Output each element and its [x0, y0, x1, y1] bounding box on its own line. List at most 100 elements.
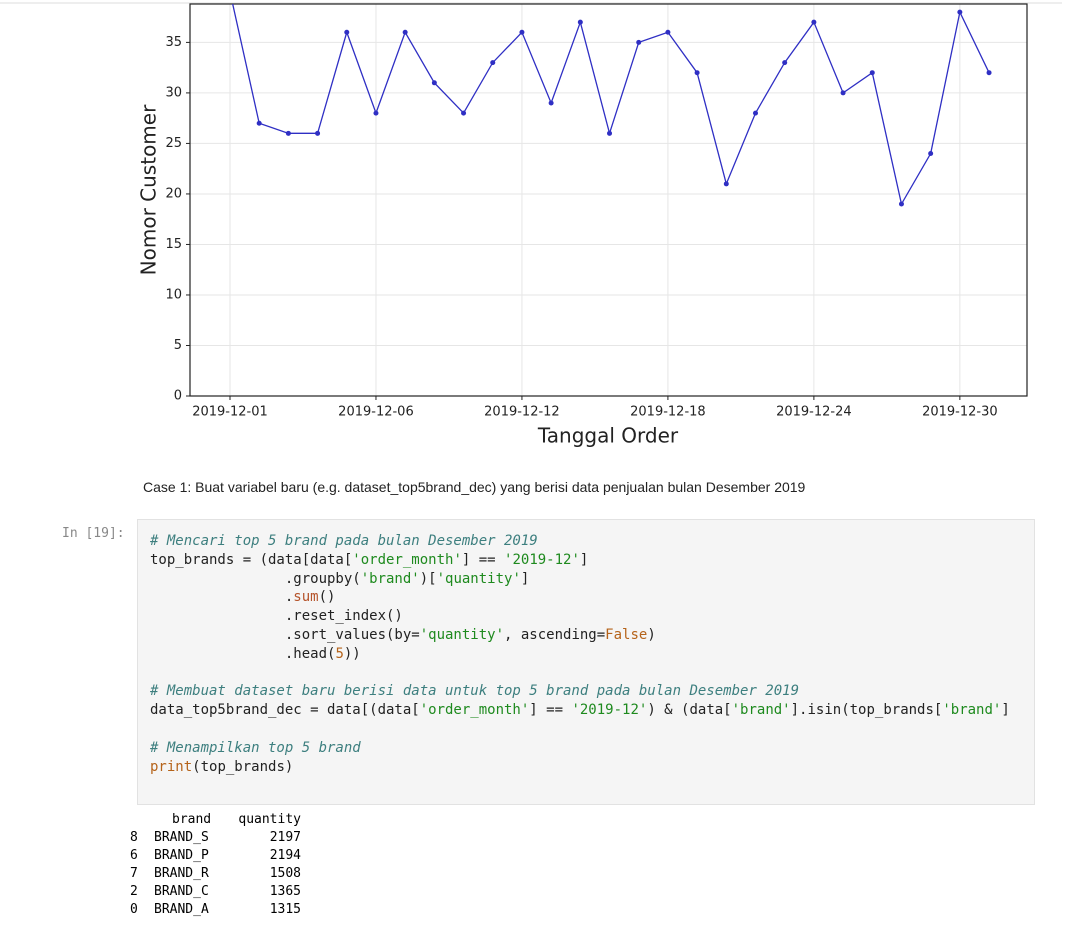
- quantity-cell: 1365: [269, 884, 301, 899]
- data-point: [577, 19, 583, 25]
- code-token: 'quantity': [436, 570, 521, 587]
- code-line: # Mencari top 5 brand pada bulan Desembe…: [150, 532, 1034, 551]
- y-tick-label: 10: [165, 287, 182, 302]
- code-token: print: [150, 758, 193, 775]
- column-header: quantity: [238, 812, 301, 827]
- cell-output: brand quantity 8 BRAND_S 2197 6 BRAND_P 2194 7 BR…: [0, 810, 400, 930]
- code-line: print(top_brands): [150, 758, 1034, 777]
- cell-prompt: In [19]:: [62, 526, 125, 541]
- data-point: [285, 130, 291, 136]
- brand-cell: BRAND_R: [154, 866, 209, 881]
- chart: Nomor Customer Tanggal Order 0 5 10 15 20 25 3…: [0, 2, 1062, 448]
- code-line: .head(5)): [150, 645, 1034, 664]
- y-tick-label: 5: [174, 338, 182, 353]
- data-point: [957, 9, 963, 15]
- code-token: )): [343, 645, 361, 662]
- code-token: # Menampilkan top 5 brand: [150, 739, 361, 756]
- row-index: 6: [130, 848, 138, 863]
- column-header: brand: [172, 812, 212, 827]
- code-line: .groupby('brand')['quantity']: [150, 570, 1034, 589]
- data-point: [898, 201, 904, 207]
- data-point: [694, 70, 700, 76]
- data-point: [723, 181, 729, 187]
- markdown-text: Case 1: Buat variabel baru (e.g. dataset…: [143, 479, 806, 495]
- data-point: [752, 110, 758, 116]
- code-token: .sort_values(by=: [150, 626, 420, 643]
- quantity-cell: 1315: [269, 902, 301, 917]
- data-point: [519, 29, 525, 35]
- brand-cell: BRAND_S: [154, 830, 209, 845]
- code-token: )[: [419, 570, 437, 587]
- code-line: # Menampilkan top 5 brand: [150, 739, 1034, 758]
- code-token: 'brand': [942, 702, 1002, 719]
- data-point: [402, 29, 408, 35]
- quantity-cell: 1508: [269, 866, 301, 881]
- quantity-cell: 2197: [269, 830, 301, 845]
- code-line: [150, 664, 1034, 683]
- y-tick-label: 35: [165, 35, 182, 50]
- code-line: # Membuat dataset baru berisi data untuk…: [150, 682, 1034, 701]
- code-line: top_brands = (data[data['order_month'] =…: [150, 551, 1034, 570]
- row-index: 2: [130, 884, 138, 899]
- code-token: sum: [293, 589, 319, 606]
- data-line: [232, 4, 990, 206]
- x-tick-label: 2019-12-24: [776, 405, 852, 420]
- row-index: 0: [130, 902, 138, 917]
- code-token: data_top5brand_dec = data[(data[: [150, 702, 420, 719]
- x-axis-label: Tanggal Order: [537, 424, 679, 448]
- code-token: .reset_index(): [150, 608, 403, 625]
- data-point: [490, 60, 496, 66]
- code-token: # Mencari top 5 brand pada bulan Desembe…: [150, 533, 538, 549]
- data-point: [607, 130, 613, 136]
- x-tick-label: 2019-12-12: [484, 405, 560, 420]
- code-token: ]: [520, 570, 530, 587]
- code-token: .head(: [150, 645, 336, 662]
- y-tick-label: 0: [174, 389, 182, 404]
- data-point: [256, 120, 262, 126]
- code-token: ]: [579, 551, 589, 568]
- data-point: [869, 70, 875, 76]
- code-token: 'brand': [731, 702, 791, 719]
- data-point: [548, 100, 554, 106]
- data-point: [636, 39, 642, 45]
- code-cell[interactable]: # Mencari top 5 brand pada bulan Desembe…: [137, 519, 1035, 805]
- code-token: 'brand': [360, 570, 420, 587]
- data-point: [315, 130, 321, 136]
- brand-cell: BRAND_P: [154, 848, 209, 863]
- code-token: ]: [1001, 702, 1010, 719]
- code-token: ].isin(top_brands[: [790, 702, 943, 719]
- row-index: 8: [130, 830, 138, 845]
- code-line: .reset_index(): [150, 607, 1034, 626]
- code-token: 5: [335, 645, 344, 662]
- code-token: 'quantity': [419, 626, 505, 643]
- code-line: .sort_values(by='quantity', ascending=Fa…: [150, 626, 1034, 645]
- x-tick-label: 2019-12-01: [192, 405, 268, 420]
- code-token: ): [647, 626, 656, 643]
- y-axis-label: Nomor Customer: [137, 104, 161, 275]
- code-token: .groupby(: [150, 570, 361, 587]
- code-line: .sum(): [150, 588, 1034, 607]
- code-token: 'order_month': [419, 702, 530, 719]
- data-point: [811, 19, 817, 25]
- x-tick-label: 2019-12-06: [338, 405, 414, 420]
- code-token: False: [605, 626, 648, 643]
- code-token: ) & (data[: [647, 702, 732, 719]
- y-tick-label: 30: [165, 85, 182, 100]
- data-point: [986, 70, 992, 76]
- data-point: [344, 29, 350, 35]
- code-token: 'order_month': [352, 551, 462, 568]
- code-token: '2019-12': [571, 702, 648, 719]
- row-index: 7: [130, 866, 138, 881]
- brand-cell: BRAND_A: [154, 902, 209, 917]
- x-tick-label: 2019-12-30: [922, 405, 998, 420]
- data-point: [840, 90, 846, 96]
- code-token: ] ==: [461, 551, 505, 568]
- code-line: [150, 720, 1034, 739]
- quantity-cell: 2194: [269, 848, 301, 863]
- data-point: [431, 80, 437, 86]
- code-token: , ascending=: [504, 626, 606, 643]
- code-token: .: [150, 589, 294, 606]
- code-token: # Membuat dataset baru berisi data untuk…: [150, 683, 800, 700]
- data-point: [782, 60, 788, 66]
